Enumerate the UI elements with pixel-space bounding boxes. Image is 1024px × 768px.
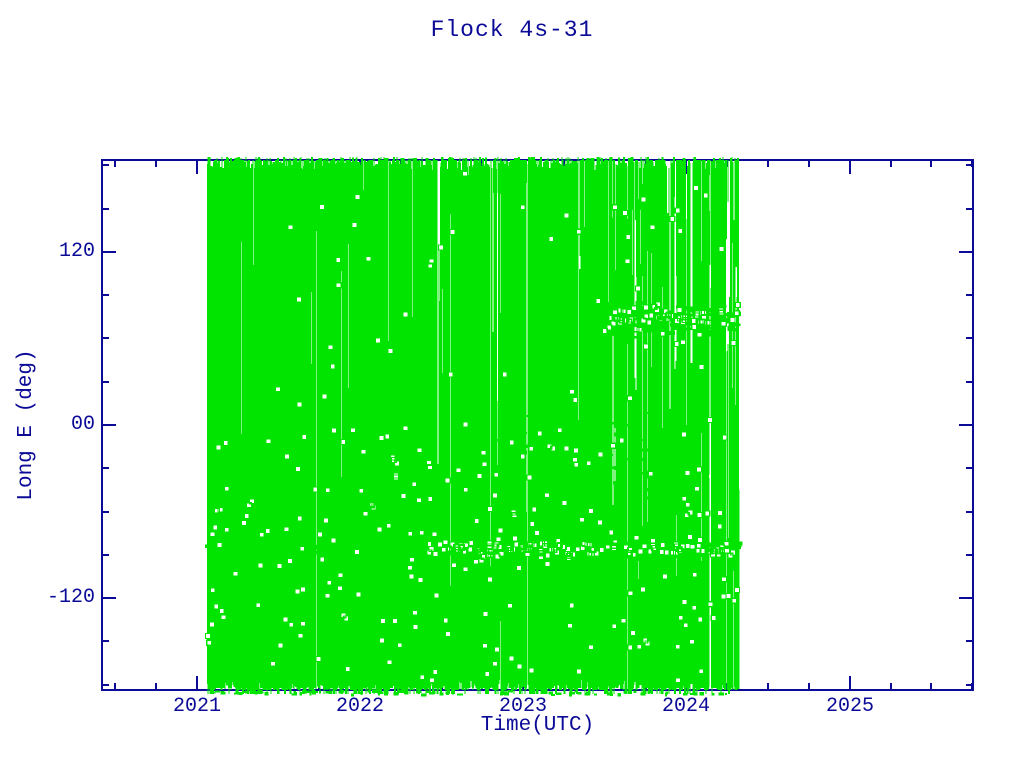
- x-tick-label: 2023: [498, 695, 547, 718]
- x-axis-label: Time(UTC): [480, 714, 595, 737]
- chart-title: Flock 4s-31: [430, 17, 594, 43]
- x-tick-label: 2024: [661, 695, 710, 718]
- y-tick-label: 120: [58, 240, 95, 263]
- y-tick-label: -120: [46, 586, 95, 609]
- data-series-square-markers: [205, 170, 741, 684]
- x-tick-label: 2021: [172, 695, 221, 718]
- y-tick-label: 00: [70, 413, 95, 436]
- data-series-cluster-marks: [205, 297, 743, 697]
- x-tick-label: 2025: [825, 695, 874, 718]
- x-tick-label: 2022: [335, 695, 384, 718]
